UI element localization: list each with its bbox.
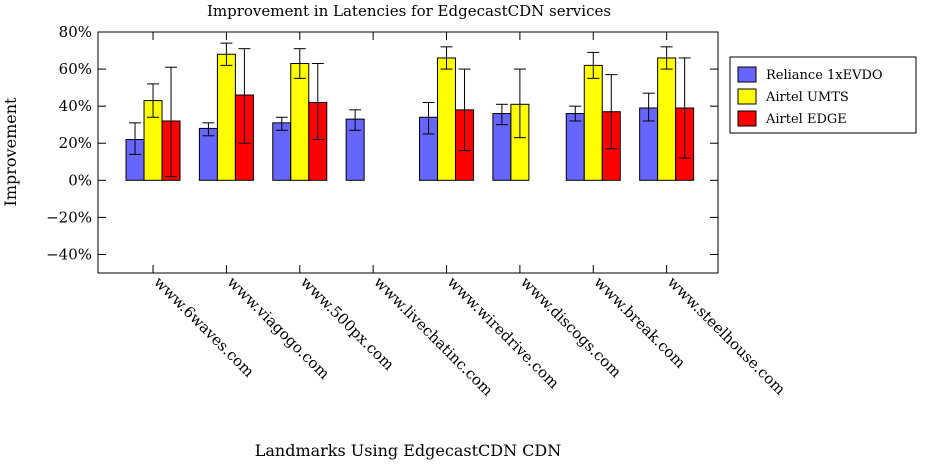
legend-box	[729, 56, 917, 134]
bar	[272, 122, 292, 181]
legend-label: Airtel EDGE	[765, 112, 847, 127]
category-label: www.steelhouse.com	[664, 273, 789, 398]
y-tick-label: 0%	[68, 171, 92, 189]
y-axis-ticks	[98, 31, 718, 255]
y-tick-label: 20%	[59, 134, 92, 152]
category-label: www.livechatinc.com	[370, 273, 496, 399]
y-tick-label: −40%	[46, 245, 92, 263]
y-tick-label: 80%	[59, 23, 92, 41]
bar	[657, 57, 677, 181]
bar	[437, 57, 457, 181]
bar-series	[125, 53, 695, 181]
error-bars	[129, 42, 691, 178]
y-axis-label: Improvement	[1, 97, 20, 206]
y-tick-label: 40%	[59, 97, 92, 115]
plot-area	[97, 31, 719, 274]
y-tick-label: −20%	[46, 208, 92, 226]
legend-swatch	[737, 110, 757, 127]
bar	[290, 63, 310, 181]
legend: Reliance 1xEVDO Airtel UMTS Airtel EDGE	[729, 56, 917, 134]
chart-title: Improvement in Latencies for EdgecastCDN…	[207, 2, 611, 20]
legend-label: Airtel UMTS	[765, 90, 849, 105]
x-axis-ticks	[152, 32, 668, 273]
x-axis-label: Landmarks Using EdgecastCDN CDN	[255, 441, 562, 460]
legend-label: Reliance 1xEVDO	[766, 68, 883, 83]
bar	[216, 53, 236, 181]
legend-swatch	[737, 88, 757, 105]
category-labels: www.6waves.comwww.viagogo.comwww.500px.c…	[150, 273, 789, 399]
bar	[565, 113, 585, 181]
y-tick-labels: −40% −20% 0% 20% 40% 60% 80%	[46, 23, 92, 263]
y-tick-label: 60%	[59, 60, 92, 78]
legend-swatch	[737, 66, 757, 83]
bar	[583, 64, 603, 181]
